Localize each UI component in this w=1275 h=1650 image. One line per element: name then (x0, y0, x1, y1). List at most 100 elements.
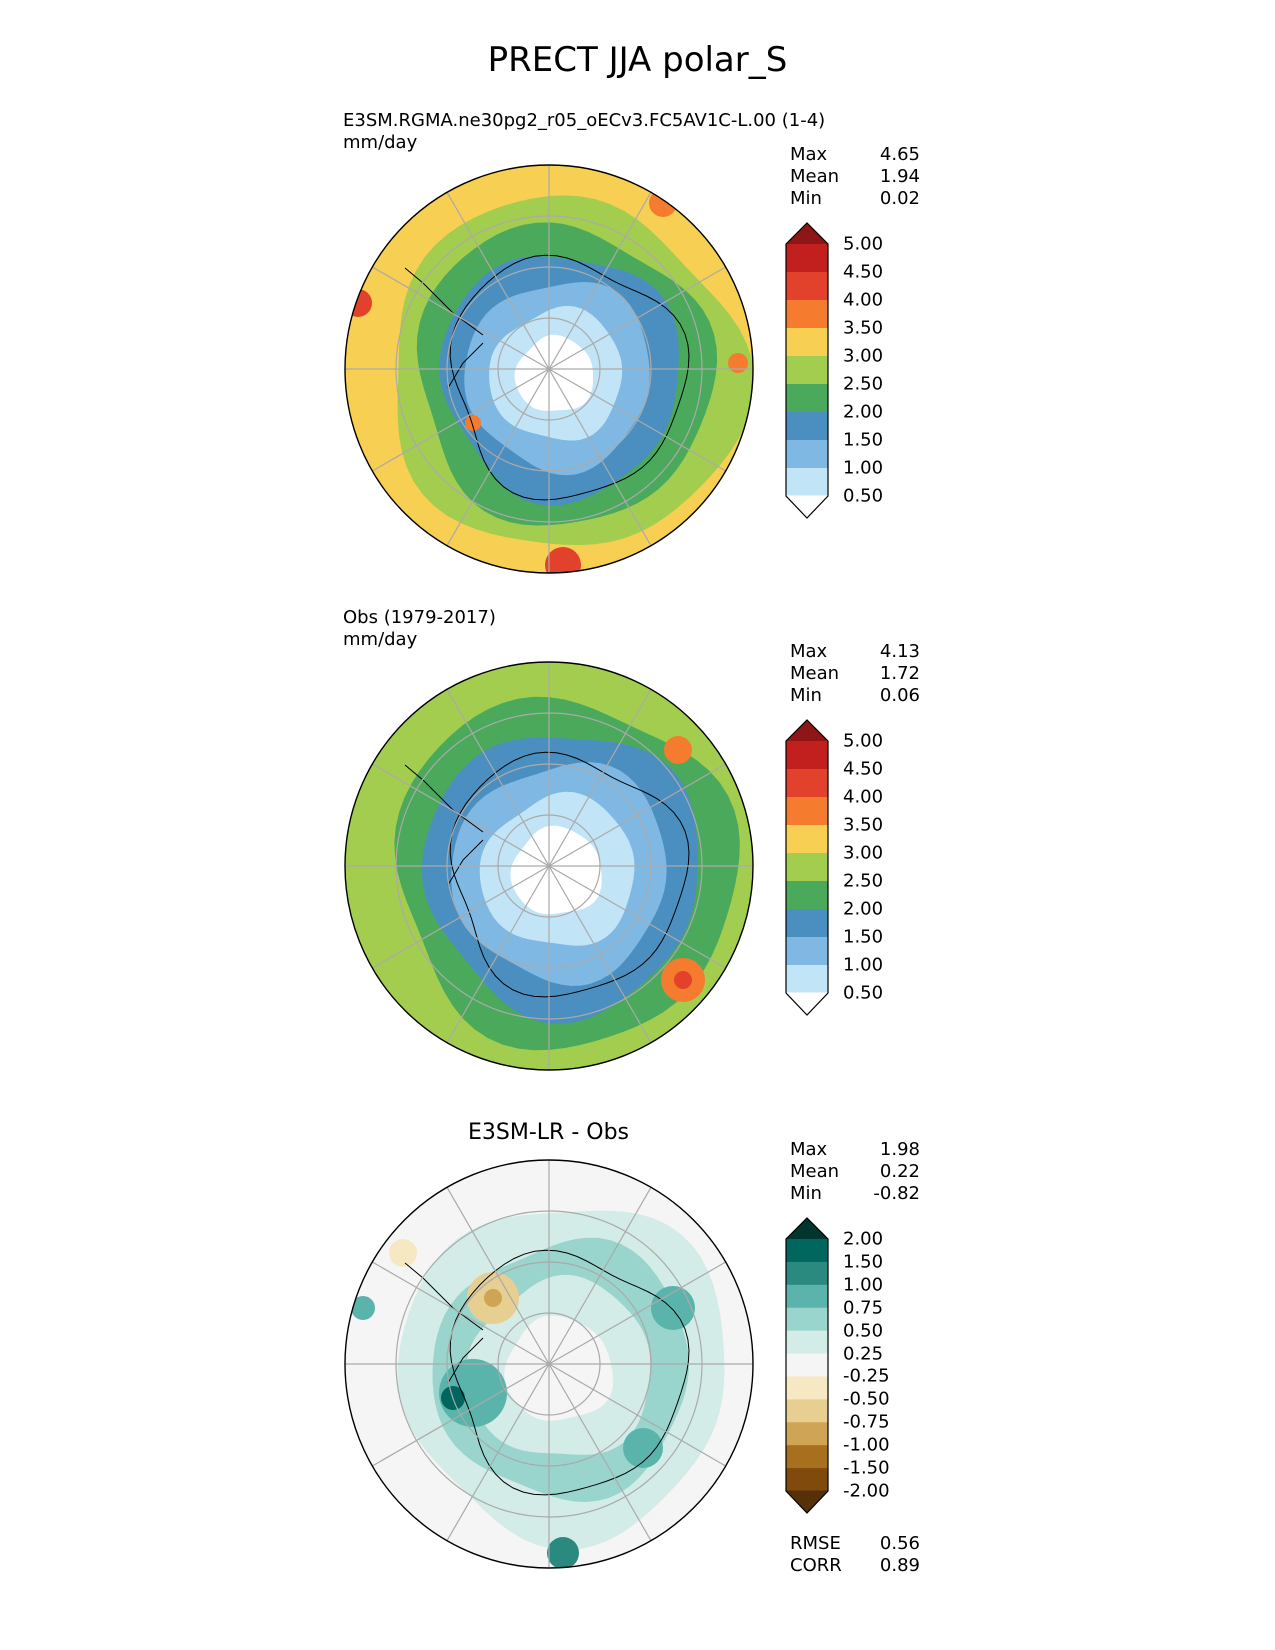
colorbar-segment (786, 1445, 828, 1469)
panel-diff-title: E3SM-LR - Obs (468, 1120, 629, 1145)
coastline (449, 1249, 690, 1496)
colorbar-tick-label: 0.50 (843, 1320, 884, 1342)
stat-value: 0.02 (879, 188, 920, 209)
colorbar-tick-label: 5.00 (843, 730, 884, 752)
stat-label: Max (790, 144, 828, 165)
figure-title: PRECT JJA polar_S (487, 40, 788, 80)
difference-anomaly (547, 1537, 579, 1568)
colorbar-tick-label: 5.00 (843, 233, 884, 255)
panel-obs-stats: Max 4.13 Mean 1.72 Min 0.06 (790, 641, 920, 707)
panel-diff-bottom-stats: RMSE 0.56 CORR 0.89 (790, 1533, 920, 1577)
colorbar-tick-label: 1.50 (843, 1251, 884, 1273)
panel-model: E3SM.RGMA.ne30pg2_r05_oECv3.FC5AV1C-L.00… (0, 110, 1275, 590)
colorbar-tick-label: 3.00 (843, 842, 884, 864)
stat-value: 0.56 (879, 1533, 920, 1554)
colorbar-segment (786, 992, 828, 1015)
stat-label: Mean (790, 663, 840, 684)
stat-value: 1.72 (879, 663, 920, 684)
stat-label: Min (790, 1183, 822, 1204)
precip-maximum (728, 353, 748, 373)
stat-label: Min (790, 685, 822, 706)
colorbar-segment (786, 1239, 828, 1263)
colorbar-segment (786, 272, 828, 301)
panel-model-stats: Max 4.65 Mean 1.94 Min 0.02 (790, 144, 920, 210)
colorbar-segment (786, 328, 828, 357)
stat-label: Max (790, 1139, 828, 1160)
colorbar-segment (786, 937, 828, 966)
panel-model-title: E3SM.RGMA.ne30pg2_r05_oECv3.FC5AV1C-L.00… (343, 110, 825, 154)
colorbar-tick-label: -0.50 (843, 1388, 890, 1410)
colorbar-segment (786, 965, 828, 994)
coastline (449, 254, 690, 501)
colorbar-segment (786, 1307, 828, 1332)
panel-obs: Obs (1979-2017) mm/day Max 4.13 Mean 1.72 … (0, 607, 1275, 1087)
colorbar-bar (785, 719, 829, 1016)
panel-obs-title: Obs (1979-2017) mm/day (343, 607, 496, 651)
stat-label: Mean (790, 166, 840, 187)
panel-diff: E3SM-LR - Obs Max 1.98 Mean 0.22 Min -0.82 … (0, 1105, 1275, 1625)
colorbar-tick-label: 4.00 (843, 786, 884, 808)
colorbar-tick-label: 1.00 (843, 954, 884, 976)
colorbar-tick-label: 0.25 (843, 1343, 884, 1365)
colorbar-model: 5.00 4.50 4.00 3.50 3.00 2.50 2.00 1.50 1.00 0.50 (785, 222, 905, 519)
colorbar-tick-label: -1.50 (843, 1457, 890, 1479)
stat-value: 0.06 (879, 685, 920, 706)
colorbar-segment (786, 1218, 828, 1240)
difference-anomaly (484, 1289, 502, 1307)
colorbar-tick-label: 1.50 (843, 926, 884, 948)
colorbar-segment (786, 1399, 828, 1423)
colorbar-tick-label: -0.75 (843, 1411, 890, 1433)
colorbar-tick-label: -1.00 (843, 1434, 890, 1456)
panel-model-units: mm/day (343, 132, 418, 153)
stat-label: Min (790, 188, 822, 209)
colorbar-segment (786, 909, 828, 938)
colorbar-segment (786, 825, 828, 854)
colorbar-tick-label: 2.00 (843, 401, 884, 423)
colorbar-tick-label: -2.00 (843, 1480, 890, 1502)
precip-maximum (545, 547, 581, 573)
precip-maximum (674, 971, 692, 989)
stat-label: Mean (790, 1161, 840, 1182)
coastline (404, 1262, 484, 1384)
map-model (344, 164, 754, 574)
map-boundary (344, 1159, 754, 1569)
stat-label: Max (790, 641, 828, 662)
precip-maximum (345, 289, 372, 317)
colorbar-segment (786, 881, 828, 910)
longitude-gridline (372, 1261, 726, 1467)
stat-value: 4.13 (879, 641, 920, 662)
colorbar-segment (786, 440, 828, 469)
colorbar-segment (786, 853, 828, 882)
colorbar-tick-label: 4.00 (843, 289, 884, 311)
coastline (449, 751, 690, 998)
difference-anomaly (651, 1286, 695, 1330)
contour-band (514, 334, 594, 411)
colorbar-segment (786, 720, 828, 742)
coastline (404, 267, 484, 389)
colorbar-tick-label: 1.00 (843, 457, 884, 479)
panel-obs-units: mm/day (343, 629, 418, 650)
colorbar-tick-label: 2.00 (843, 898, 884, 920)
colorbar-segment (786, 468, 828, 497)
map-boundary (344, 164, 754, 574)
colorbar-tick-label: 0.75 (843, 1297, 884, 1319)
longitude-gridline (372, 763, 726, 969)
colorbar-segment (786, 1468, 828, 1492)
colorbar-segment (786, 1353, 828, 1378)
colorbar-obs: 5.00 4.50 4.00 3.50 3.00 2.50 2.00 1.50 1.00 0.50 (785, 719, 905, 1016)
colorbar-tick-label: 4.50 (843, 261, 884, 283)
colorbar-segment (786, 1422, 828, 1446)
colorbar-tick-label: 2.50 (843, 870, 884, 892)
colorbar-tick-label: 3.50 (843, 814, 884, 836)
panel-obs-title-line1: Obs (1979-2017) (343, 607, 496, 628)
difference-anomaly (623, 1428, 663, 1468)
coastline (404, 764, 484, 886)
colorbar-tick-label: 4.50 (843, 758, 884, 780)
colorbar-tick-label: 3.50 (843, 317, 884, 339)
precip-maximum (664, 736, 692, 764)
stat-value: -0.82 (873, 1183, 920, 1204)
colorbar-segment (786, 1261, 828, 1286)
colorbar-segment (786, 741, 828, 770)
colorbar-segment (786, 495, 828, 518)
colorbar-segment (786, 384, 828, 413)
